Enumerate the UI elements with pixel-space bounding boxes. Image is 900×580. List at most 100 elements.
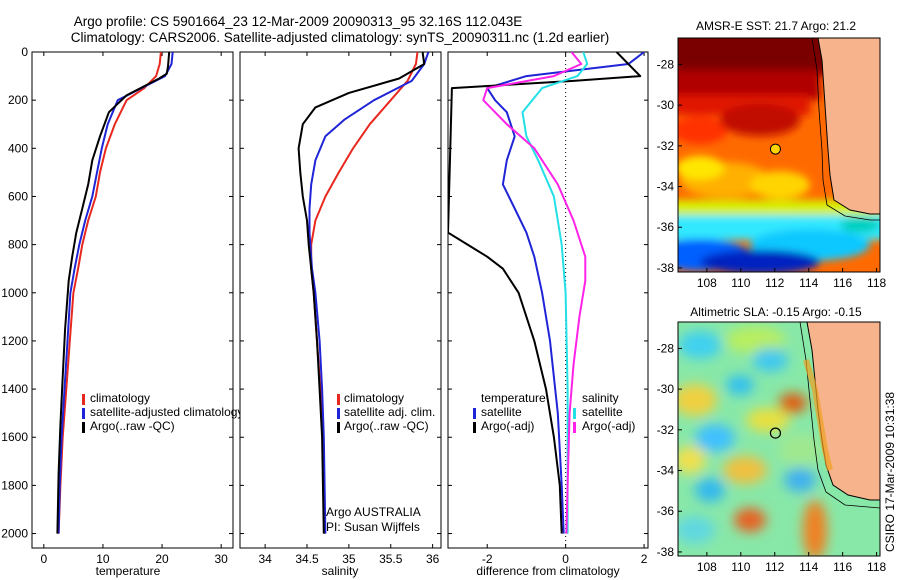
y-tick-label: 1800 [1, 478, 28, 492]
sla-argo-location-marker [769, 427, 782, 439]
series-line-argo-raw-qc--2 [297, 52, 426, 534]
salinity-x-ticks: 34 34.5 35 35.5 36 [258, 52, 440, 566]
map-y-tick-label: -32 [657, 139, 675, 153]
x-tick-label: 36 [426, 552, 440, 566]
map-y-tick-label: -30 [657, 98, 675, 112]
sla-map-panel: Altimetric SLA: -0.15 Argo: -0.15 [657, 305, 887, 574]
salinity-xlabel: salinity [322, 564, 359, 578]
legend-title-salinity: salinity [582, 391, 619, 405]
legend-label-sal-argo: Argo(..raw -QC) [344, 419, 429, 433]
temperature-xlabel: temperature [96, 564, 161, 578]
y-tick-label: 0 [21, 45, 28, 59]
sla-map-x-ticks: 108 110 112 114 116 118 [697, 552, 886, 574]
map-x-tick-label: 108 [697, 276, 717, 290]
legend-label-sal-climatology: climatology [344, 391, 404, 405]
map-y-tick-label: -38 [657, 545, 675, 559]
map-y-tick-label: -38 [657, 261, 675, 275]
legend-swatch-sal-argo [337, 422, 340, 433]
map-y-tick-label: -28 [657, 341, 675, 355]
map-x-tick-label: 118 [867, 560, 886, 574]
map-x-tick-label: 114 [799, 276, 818, 290]
difference-lines [448, 52, 645, 534]
y-tick-label: 600 [8, 189, 28, 203]
figure-title-line1: Argo profile: CS 5901664_23 12-Mar-2009 … [74, 14, 523, 29]
y-tick-label: 1600 [1, 430, 28, 444]
difference-xlabel: difference from climatology [476, 564, 619, 578]
sla-map-title: Altimetric SLA: -0.15 Argo: -0.15 [690, 305, 862, 319]
series-line-argo-adj--1 [448, 52, 642, 534]
map-y-tick-label: -28 [657, 57, 675, 71]
map-x-tick-label: 108 [697, 560, 717, 574]
map-x-tick-label: 114 [799, 560, 818, 574]
difference-panel: -2 0 2 difference from climatology tempera… [447, 51, 649, 578]
sst-map-panel: AMSR-E SST: 21.7 Argo: 21.2 [657, 19, 887, 290]
sst-map-field [678, 38, 880, 272]
y-tick-label: 1000 [1, 286, 28, 300]
x-tick-label: 35.5 [379, 552, 403, 566]
map-y-tick-label: -32 [657, 423, 675, 437]
salinity-y-ticks [240, 51, 441, 535]
credit-line2: PI: Susan Wijffels [326, 520, 420, 534]
difference-y-ticks [448, 51, 648, 535]
legend-swatch-satellite-adjusted [82, 408, 85, 419]
legend-swatch-sal-satellite [337, 408, 340, 419]
sst-map-y-ticks: -28 -30 -32 -34 -36 -38 [657, 57, 682, 275]
sla-map-frame [677, 321, 881, 557]
salinity-lines [297, 52, 430, 534]
series-line-satellite-2 [521, 52, 589, 534]
legend-label-diff-temp-argo: Argo(-adj) [481, 419, 534, 433]
map-y-tick-label: -30 [657, 382, 675, 396]
credit-line1: Argo AUSTRALIA [326, 505, 421, 519]
x-tick-label: 34 [258, 552, 272, 566]
series-line-argo-adj--3 [482, 52, 587, 534]
legend-label-argo: Argo(..raw -QC) [90, 419, 175, 433]
legend-label-climatology: climatology [90, 391, 150, 405]
sla-map-y-ticks: -28 -30 -32 -34 -36 -38 [657, 341, 682, 559]
series-line-satellite-0 [486, 52, 645, 534]
difference-legend: temperature satellite Argo(-adj) salinit… [473, 391, 635, 433]
map-x-tick-label: 118 [867, 276, 886, 290]
legend-swatch-diff-temp-satellite [473, 408, 476, 419]
legend-title-temperature: temperature [481, 391, 546, 405]
legend-swatch-diff-temp-argo [473, 422, 476, 433]
temperature-axes-frame [31, 51, 234, 549]
temperature-x-ticks: 0 10 20 30 [40, 52, 228, 566]
series-line-satellite-adj-clim--1 [308, 52, 430, 534]
x-tick-label: 0 [562, 552, 569, 566]
map-y-tick-label: -36 [657, 504, 675, 518]
y-tick-label: 1200 [1, 334, 28, 348]
map-y-tick-label: -34 [657, 180, 675, 194]
y-tick-label: 1400 [1, 382, 28, 396]
map-x-tick-label: 110 [731, 276, 750, 290]
map-x-tick-label: 116 [833, 560, 852, 574]
x-tick-label: 30 [214, 552, 228, 566]
series-line-argo-raw-qc--2 [56, 52, 171, 534]
y-tick-label: 800 [8, 238, 28, 252]
legend-swatch-sal-climatology [337, 394, 340, 405]
temperature-legend: climatology satellite-adjusted climatolo… [82, 391, 243, 433]
x-tick-label: -2 [482, 552, 493, 566]
x-tick-label: 34.5 [295, 552, 319, 566]
difference-axes-frame [447, 51, 649, 549]
legend-label-satellite-adjusted: satellite-adjusted climatology [90, 405, 243, 419]
x-tick-label: 35 [342, 552, 356, 566]
x-tick-label: 20 [155, 552, 169, 566]
map-x-tick-label: 112 [765, 276, 784, 290]
map-y-tick-label: -34 [657, 464, 675, 478]
temperature-panel: 0 200 400 600 800 1000 1200 1400 1600 1800 2000 0 1… [1, 45, 243, 578]
y-tick-label: 200 [8, 93, 28, 107]
map-x-tick-label: 112 [765, 560, 784, 574]
sst-map-title: AMSR-E SST: 21.7 Argo: 21.2 [696, 19, 856, 33]
x-tick-label: 0 [40, 552, 47, 566]
csiro-timestamp: CSIRO 17-Mar-2009 10:31:38 [883, 392, 897, 552]
x-tick-label: 2 [641, 552, 648, 566]
legend-label-sal-satellite: satellite adj. clim. [344, 405, 435, 419]
sst-map-x-ticks: 108 110 112 114 116 118 [697, 268, 886, 290]
map-x-tick-label: 110 [731, 560, 750, 574]
sst-argo-location-marker [769, 143, 781, 155]
legend-swatch-argo [82, 422, 85, 433]
salinity-panel: 34 34.5 35 35.5 36 salinity climatology sate… [239, 51, 442, 578]
sla-map-field [678, 322, 880, 556]
y-tick-label: 2000 [1, 527, 28, 541]
sst-map-frame [677, 37, 881, 273]
